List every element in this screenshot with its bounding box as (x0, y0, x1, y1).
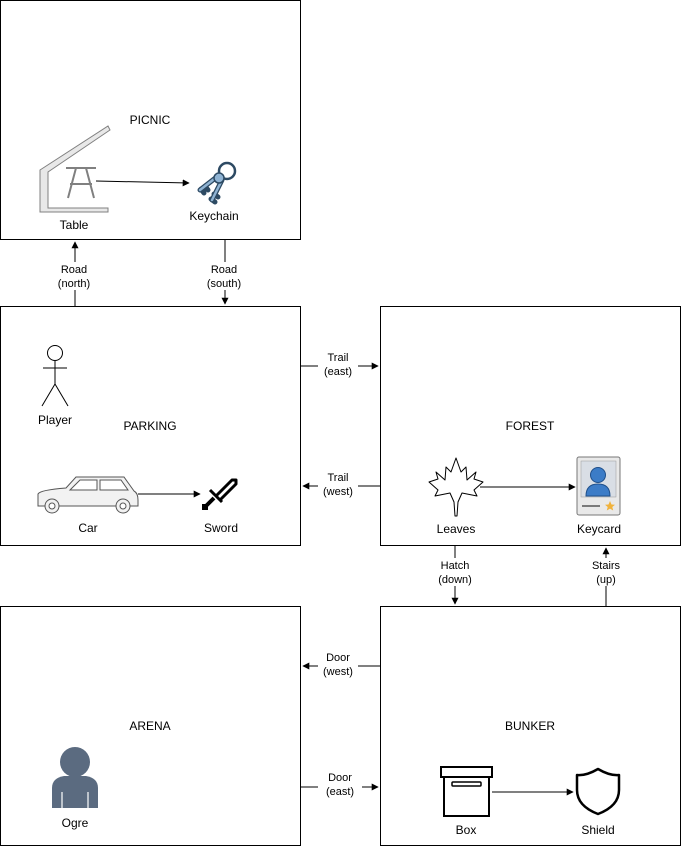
edge-label-trail-west-1: Trail (328, 472, 349, 484)
edge-label-trail-east-2: (east) (324, 366, 352, 378)
item-label-keycard: Keycard (577, 522, 621, 536)
edge-label-road-south-2: (south) (207, 278, 241, 290)
room-label-forest: FOREST (506, 419, 555, 433)
item-label-box: Box (456, 823, 477, 837)
edge-door-west: Door (west) (302, 650, 380, 678)
player-icon (41, 345, 69, 407)
edge-door-east: Door (east) (301, 770, 379, 798)
edge-road-south: Road (south) (202, 240, 248, 305)
edge-label-road-north-2: (north) (58, 278, 90, 290)
edge-label-door-west-2: (west) (323, 666, 353, 678)
edge-label-door-east-1: Door (328, 772, 352, 784)
edge-label-hatch-down-1: Hatch (441, 560, 470, 572)
keychain-icon (197, 161, 237, 205)
picnic-table-icon (39, 125, 111, 213)
edge-hatch-down: Hatch (down) (434, 546, 476, 605)
edge-road-north: Road (north) (52, 241, 98, 306)
box-icon (440, 766, 493, 817)
edge-stairs-up: Stairs (up) (585, 547, 627, 606)
room-bunker: BUNKER (380, 606, 681, 846)
room-label-arena: ARENA (129, 719, 170, 733)
item-label-car: Car (78, 521, 97, 535)
edge-trail-east: Trail (east) (301, 350, 379, 378)
room-picnic: PICNIC (0, 0, 301, 240)
shield-icon (575, 767, 621, 816)
item-label-shield: Shield (581, 823, 614, 837)
ogre-icon (52, 747, 98, 808)
room-label-parking: PARKING (123, 419, 176, 433)
edge-label-road-north-1: Road (61, 264, 87, 276)
item-label-leaves: Leaves (437, 522, 476, 536)
edge-table-keychain (95, 179, 190, 187)
edge-label-hatch-down-2: (down) (438, 574, 472, 586)
room-label-picnic: PICNIC (130, 113, 171, 127)
edge-label-door-east-2: (east) (326, 786, 354, 798)
car-icon (37, 476, 139, 514)
room-label-bunker: BUNKER (505, 719, 555, 733)
item-label-sword: Sword (204, 521, 238, 535)
edge-label-trail-east-1: Trail (328, 352, 349, 364)
item-label-table: Table (60, 218, 89, 232)
keycard-icon (576, 456, 621, 516)
item-label-ogre: Ogre (62, 816, 89, 830)
edge-label-door-west-1: Door (326, 652, 350, 664)
item-label-player: Player (38, 413, 72, 427)
edge-label-stairs-up-1: Stairs (592, 560, 621, 572)
edge-label-stairs-up-2: (up) (596, 574, 616, 586)
room-arena: ARENA (0, 606, 301, 846)
edge-trail-west: Trail (west) (302, 470, 380, 498)
edge-label-trail-west-2: (west) (323, 486, 353, 498)
edge-label-road-south-1: Road (211, 264, 237, 276)
maple-leaf-icon (428, 457, 484, 517)
item-label-keychain: Keychain (189, 209, 238, 223)
sword-icon (202, 478, 238, 510)
room-forest: FOREST (380, 306, 681, 546)
